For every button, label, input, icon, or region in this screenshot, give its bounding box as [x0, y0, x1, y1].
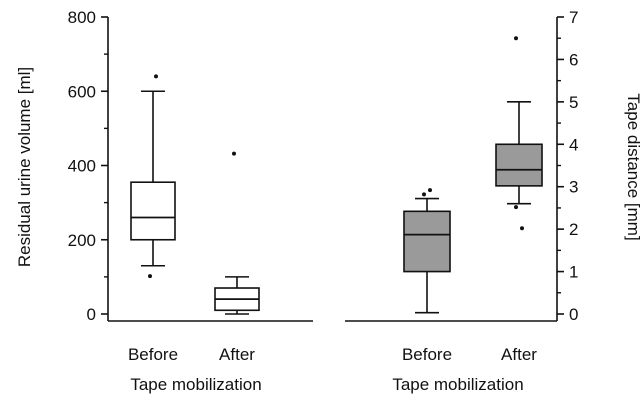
left-outlier-before [148, 274, 152, 279]
left-category-label-before: Before [128, 345, 178, 364]
left-outlier-before [154, 74, 158, 79]
right-outlier-after [514, 36, 518, 41]
right-x-axis-title: Tape mobilization [392, 375, 523, 394]
left-y-tick-label: 600 [68, 82, 96, 101]
left-y-tick-label: 400 [68, 157, 96, 176]
right-y-tick-label: 3 [569, 178, 578, 197]
left-box-after: After [214, 151, 260, 364]
right-iqr-box-before [403, 210, 451, 273]
left-y-axis-title: Residual urine volume [ml] [15, 67, 34, 267]
left-y-tick-label: 0 [87, 305, 96, 324]
right-outlier-after [514, 205, 518, 210]
right-y-tick-label: 0 [569, 305, 578, 324]
right-y-axis-title: Tape distance [mm] [624, 93, 643, 240]
right-outlier-before [428, 188, 432, 193]
right-y-tick-label: 4 [569, 135, 578, 154]
right-y-tick-label: 7 [569, 8, 578, 27]
left-iqr-box-before [130, 181, 176, 241]
left-panel-residual-volume: 0 200 400 600 800 Before After Residual urine… [15, 8, 313, 394]
left-y-tick-label: 800 [68, 8, 96, 27]
right-y-tick-label: 5 [569, 93, 578, 112]
right-box-before: Before [402, 188, 452, 364]
right-y-tick-label: 6 [569, 50, 578, 69]
right-y-tick-label: 2 [569, 220, 578, 239]
left-x-axis-title: Tape mobilization [130, 375, 261, 394]
left-box-before: Before [128, 74, 178, 364]
right-category-label-after: After [501, 345, 537, 364]
left-category-label-after: After [219, 345, 255, 364]
left-outlier-after [232, 151, 236, 156]
right-outlier-after [520, 226, 524, 231]
right-y-tick-label: 1 [569, 263, 578, 282]
right-outlier-before [422, 192, 426, 197]
right-iqr-box-after [495, 143, 543, 187]
right-box-after: After [495, 36, 543, 364]
right-category-label-before: Before [402, 345, 452, 364]
left-y-tick-label: 200 [68, 231, 96, 250]
